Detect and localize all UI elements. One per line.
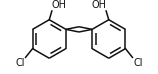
- Text: Cl: Cl: [15, 58, 25, 68]
- Text: OH: OH: [91, 0, 106, 10]
- Text: Cl: Cl: [133, 58, 143, 68]
- Text: OH: OH: [52, 0, 67, 10]
